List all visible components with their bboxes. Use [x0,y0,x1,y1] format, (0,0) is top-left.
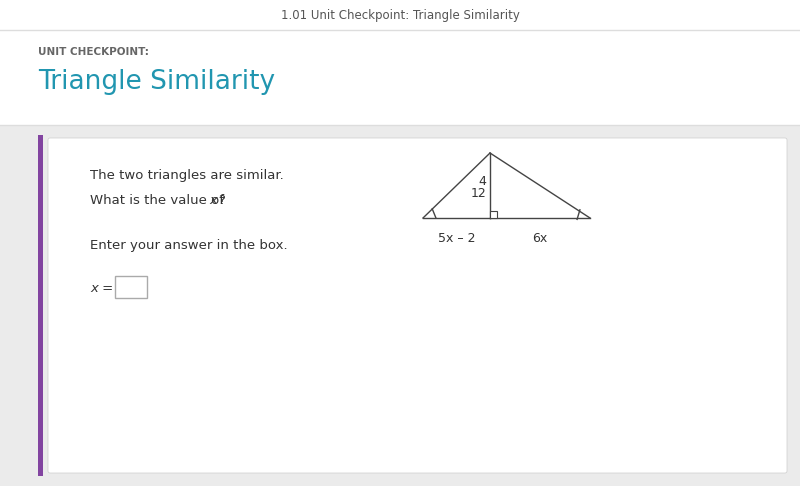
Bar [0,125,800,486]
Text: x =: x = [90,281,114,295]
Text: 6x: 6x [532,232,548,245]
Bar [490,211,497,218]
FancyBboxPatch shape [48,138,787,473]
Bar [38,135,43,476]
Text: 12: 12 [470,187,486,200]
Bar [0,30,800,125]
Text: The two triangles are similar.: The two triangles are similar. [90,169,284,181]
Text: Enter your answer in the box.: Enter your answer in the box. [90,239,288,251]
Bar [0,0,800,30]
Text: 1.01 Unit Checkpoint: Triangle Similarity: 1.01 Unit Checkpoint: Triangle Similarit… [281,8,519,21]
Text: 5x – 2: 5x – 2 [438,232,475,245]
Text: 4: 4 [478,174,486,188]
Text: Triangle Similarity: Triangle Similarity [38,69,275,95]
Text: x: x [209,193,217,207]
Text: UNIT CHECKPOINT:: UNIT CHECKPOINT: [38,47,149,57]
Bar [115,276,147,298]
Text: What is the value of: What is the value of [90,193,228,207]
Text: ?: ? [218,193,225,207]
